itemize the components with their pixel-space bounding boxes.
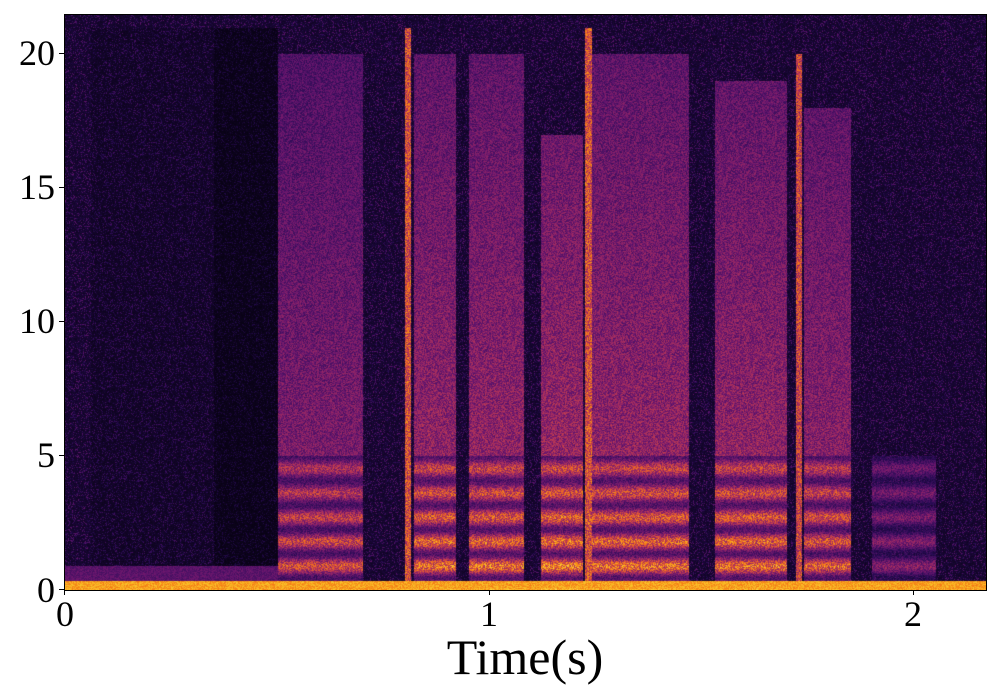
speech-segment-0 [277, 54, 362, 590]
speech-segment-4 [540, 134, 582, 590]
speech-segment-9 [803, 107, 850, 590]
speech-segment-8 [795, 54, 801, 590]
speech-segment-1 [405, 27, 411, 590]
speech-segment-5 [585, 27, 591, 590]
y-tick-label-10: 10 [19, 301, 55, 341]
y-tick-label-5: 5 [37, 435, 55, 475]
x-tick-label-1: 1 [480, 594, 498, 634]
spectrogram-heatmap [65, 15, 986, 590]
speech-segment-6 [591, 54, 689, 590]
x-tick-label-2: 2 [904, 594, 922, 634]
x-tick-1 [489, 590, 490, 595]
speech-segment-3 [468, 54, 523, 590]
speech-segment-2 [413, 54, 455, 590]
spectrogram-plot-area [65, 15, 986, 590]
y-tick-5 [59, 455, 64, 456]
y-tick-label-0: 0 [37, 570, 55, 610]
x-axis-label: Time(s) [446, 629, 604, 685]
y-tick-10 [59, 321, 64, 322]
speech-segment-10 [871, 456, 935, 590]
speech-segment-7 [714, 81, 786, 590]
x-tick-0 [64, 590, 65, 595]
y-tick-label-20: 20 [19, 33, 55, 73]
x-tick-2 [913, 590, 914, 595]
y-tick-label-15: 15 [19, 167, 55, 207]
segment-overlay [65, 15, 986, 590]
y-tick-20 [59, 53, 64, 54]
y-tick-15 [59, 187, 64, 188]
x-tick-label-0: 0 [56, 594, 74, 634]
y-tick-0 [59, 589, 64, 590]
